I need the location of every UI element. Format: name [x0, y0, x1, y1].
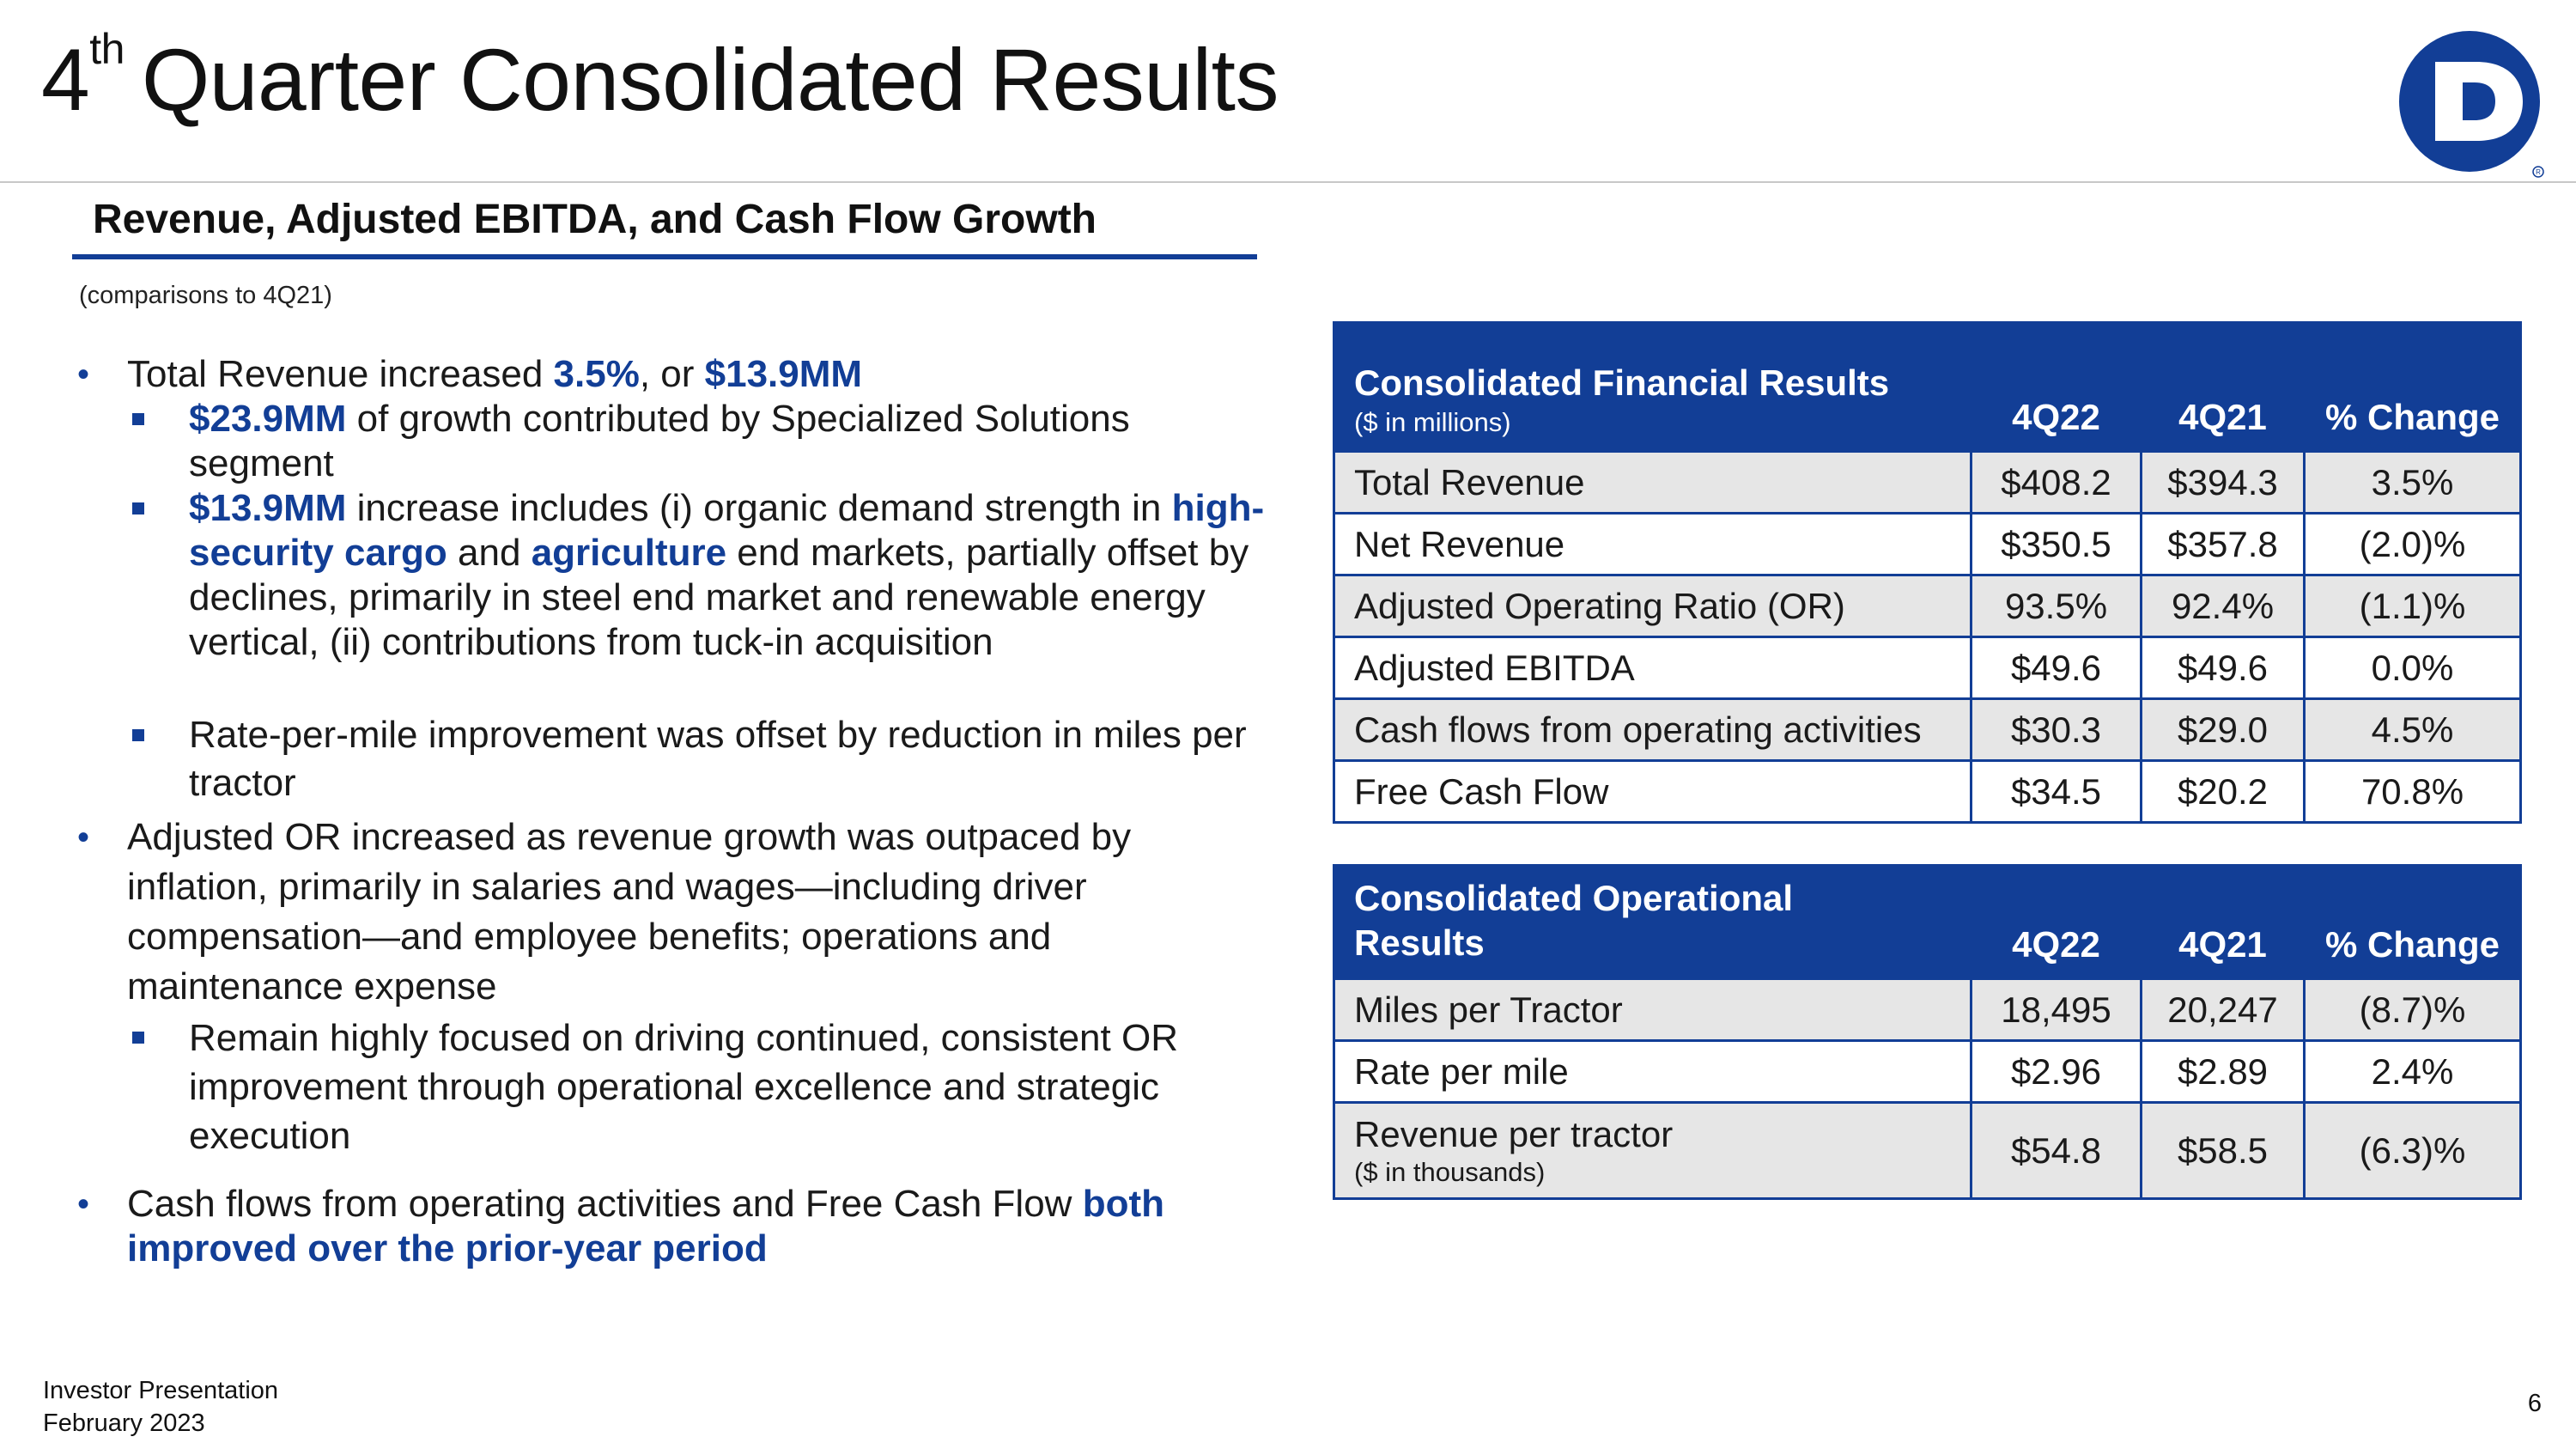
cell-change: 70.8%: [2303, 759, 2522, 824]
column-header-4q21: 4Q21: [2140, 864, 2306, 980]
table-row: Adjusted Operating Ratio (OR) 93.5% 92.4…: [1333, 574, 2522, 638]
table-row: Total Revenue $408.2 $394.3 3.5%: [1333, 450, 2522, 514]
row-label: Revenue per tractor ($ in thousands): [1333, 1101, 1972, 1200]
cell-change: (8.7)%: [2303, 977, 2522, 1042]
company-d-logo-icon: R: [2399, 31, 2544, 178]
bullet-square-icon: [132, 413, 144, 425]
page-title: 4th Quarter Consolidated Results: [41, 25, 1279, 129]
page-number: 6: [2527, 1390, 2542, 1417]
footer-line-1: Investor Presentation: [43, 1377, 279, 1404]
cell-4q22: $54.8: [1970, 1101, 2142, 1200]
table-row: Net Revenue $350.5 $357.8 (2.0)%: [1333, 512, 2522, 576]
cell-4q21: $2.89: [2140, 1039, 2306, 1104]
section-title: Revenue, Adjusted EBITDA, and Cash Flow …: [93, 197, 1097, 242]
comparison-note: (comparisons to 4Q21): [79, 282, 332, 309]
row-label: Adjusted Operating Ratio (OR): [1333, 574, 1972, 638]
row-label: Cash flows from operating activities: [1333, 697, 1972, 762]
cell-4q22: 93.5%: [1970, 574, 2142, 638]
cell-4q22: $408.2: [1970, 450, 2142, 514]
cell-4q21: $394.3: [2140, 450, 2306, 514]
table-row: Miles per Tractor 18,495 20,247 (8.7)%: [1333, 977, 2522, 1042]
bullet-dot-icon: •: [77, 356, 90, 393]
financial-table-title: Consolidated Financial Results ($ in mill…: [1333, 321, 1972, 453]
table-row: Cash flows from operating activities $30…: [1333, 697, 2522, 762]
operational-results-table: Consolidated Operational Results 4Q22 4Q…: [1333, 864, 2522, 1200]
bullet-square-icon: [132, 729, 144, 741]
section-underline: [72, 254, 1257, 259]
svg-text:R: R: [2536, 168, 2541, 176]
table-row: Rate per mile $2.96 $2.89 2.4%: [1333, 1039, 2522, 1104]
column-header-change: % Change: [2303, 321, 2522, 453]
bullet-dot-icon: •: [77, 1185, 90, 1223]
cell-4q21: $49.6: [2140, 636, 2306, 700]
cell-4q22: 18,495: [1970, 977, 2142, 1042]
table-row: Free Cash Flow $34.5 $20.2 70.8%: [1333, 759, 2522, 824]
cell-change: (2.0)%: [2303, 512, 2522, 576]
cell-change: 0.0%: [2303, 636, 2522, 700]
cell-change: (6.3)%: [2303, 1101, 2522, 1200]
cell-4q21: 92.4%: [2140, 574, 2306, 638]
cell-4q21: $58.5: [2140, 1101, 2306, 1200]
cell-change: (1.1)%: [2303, 574, 2522, 638]
cell-4q22: $350.5: [1970, 512, 2142, 576]
cell-change: 4.5%: [2303, 697, 2522, 762]
cell-change: 2.4%: [2303, 1039, 2522, 1104]
column-header-change: % Change: [2303, 864, 2522, 980]
financial-results-table: Consolidated Financial Results ($ in mill…: [1333, 321, 2522, 824]
bullet-square-icon: [132, 502, 144, 514]
cell-4q21: $20.2: [2140, 759, 2306, 824]
table-header-row: Consolidated Financial Results ($ in mill…: [1333, 321, 2522, 453]
cell-4q22: $2.96: [1970, 1039, 2142, 1104]
cell-4q22: $49.6: [1970, 636, 2142, 700]
bullet-square-icon: [132, 1032, 144, 1044]
table-row: Adjusted EBITDA $49.6 $49.6 0.0%: [1333, 636, 2522, 700]
operational-table-title: Consolidated Operational Results: [1333, 864, 1972, 980]
cell-change: 3.5%: [2303, 450, 2522, 514]
column-header-4q21: 4Q21: [2140, 321, 2306, 453]
table-row: Revenue per tractor ($ in thousands) $54.…: [1333, 1101, 2522, 1200]
footer: Investor Presentation February 2023: [43, 1374, 278, 1440]
row-label: Net Revenue: [1333, 512, 1972, 576]
column-header-4q22: 4Q22: [1970, 321, 2142, 453]
row-label: Free Cash Flow: [1333, 759, 1972, 824]
row-label: Total Revenue: [1333, 450, 1972, 514]
bullet-dot-icon: •: [77, 819, 90, 856]
row-label: Adjusted EBITDA: [1333, 636, 1972, 700]
header-divider: [0, 181, 2576, 183]
row-label: Miles per Tractor: [1333, 977, 1972, 1042]
cell-4q22: $30.3: [1970, 697, 2142, 762]
cell-4q21: $29.0: [2140, 697, 2306, 762]
cell-4q21: 20,247: [2140, 977, 2306, 1042]
footer-line-2: February 2023: [43, 1409, 205, 1437]
table-header-row: Consolidated Operational Results 4Q22 4Q…: [1333, 864, 2522, 980]
cell-4q22: $34.5: [1970, 759, 2142, 824]
cell-4q21: $357.8: [2140, 512, 2306, 576]
row-label: Rate per mile: [1333, 1039, 1972, 1104]
column-header-4q22: 4Q22: [1970, 864, 2142, 980]
